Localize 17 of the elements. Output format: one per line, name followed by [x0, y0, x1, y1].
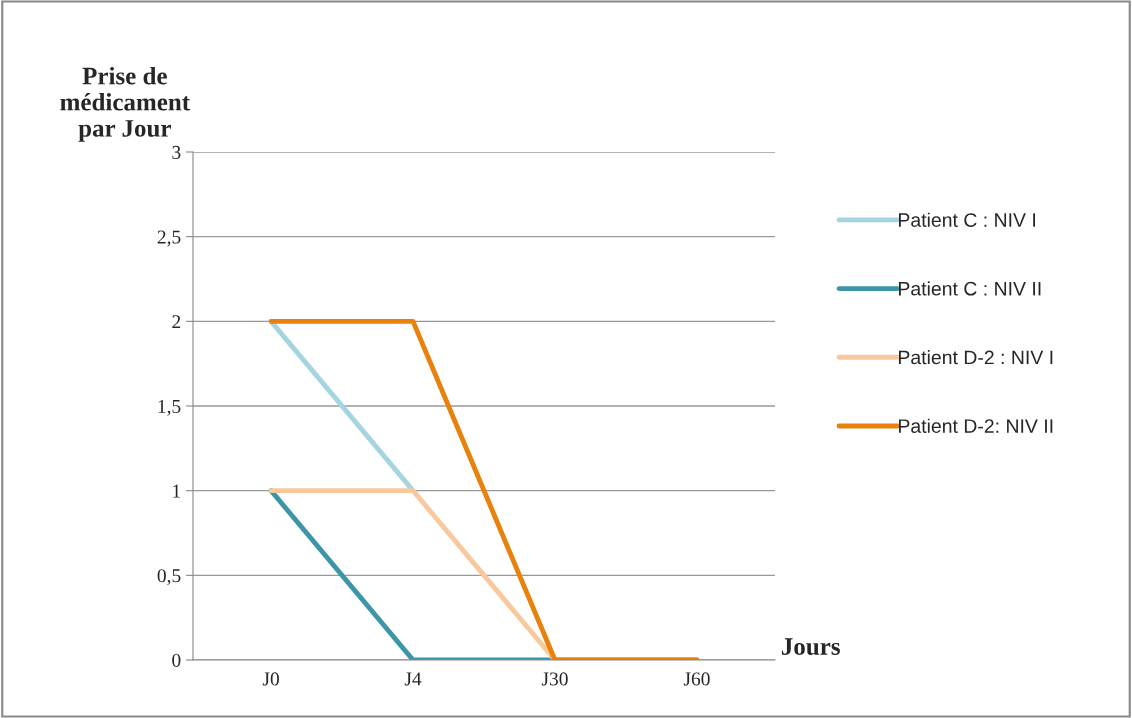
x-axis-title: Jours [781, 638, 840, 655]
legend-label: Patient C : NIV II [898, 281, 1041, 296]
y-tick-label: 2,5 [157, 230, 181, 247]
y-tick-label: 1,5 [158, 399, 181, 416]
x-tick-label: J0 [262, 672, 279, 686]
y-tick-label: 3 [172, 145, 181, 159]
y-tick-label: 1 [173, 484, 181, 498]
y-axis-title: Prise de médicament par Jour [60, 66, 190, 142]
x-tick-label: J4 [404, 672, 422, 686]
legend-label: Patient D-2 : NIV I [898, 350, 1053, 365]
x-tick-label: J30 [541, 672, 568, 686]
legend-label: Patient D-2: NIV II [898, 418, 1053, 433]
legend-label: Patient C : NIV I [898, 212, 1036, 227]
y-tick-label: 0 [172, 653, 181, 667]
x-tick-label: J60 [683, 672, 710, 686]
y-tick-label: 0,5 [157, 569, 181, 586]
y-tick-label: 2 [172, 315, 181, 329]
